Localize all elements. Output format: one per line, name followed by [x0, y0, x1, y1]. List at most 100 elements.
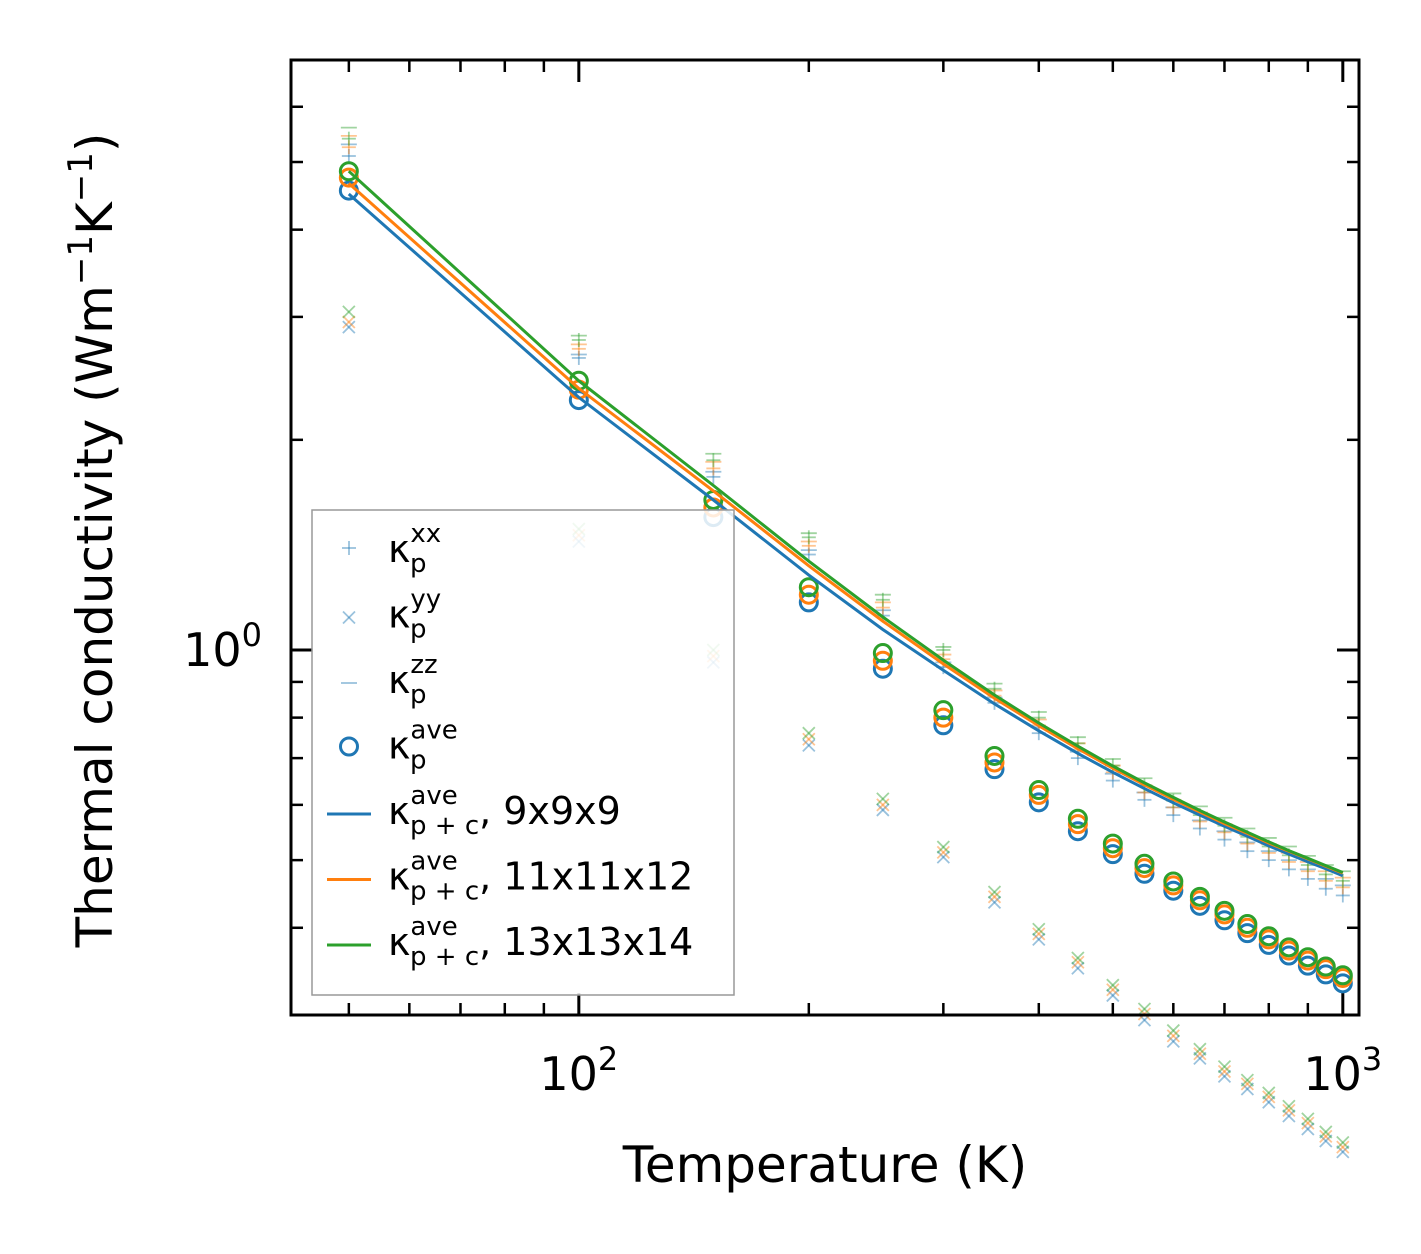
kappa-xx-point: [1240, 836, 1255, 851]
series-ave-9x9x9: [338, 180, 1353, 994]
legend-label-base: κ: [388, 789, 410, 833]
kappa-yy-point: [1319, 1134, 1333, 1148]
kappa-yy-point: [1193, 1047, 1207, 1061]
plot-area: [338, 126, 1353, 1159]
x-tick-label-exp: 3: [1362, 1040, 1382, 1078]
kappa-yy-point-b: [1106, 983, 1120, 997]
kappa-xx-point: [571, 332, 586, 347]
kappa-yy-point: [802, 726, 816, 740]
kappa-yy-point-b: [1301, 1112, 1315, 1126]
kappa-xx-point: [706, 453, 721, 468]
legend-label-sub: p + c: [410, 942, 479, 972]
kappa-yy-point-a: [1336, 1140, 1350, 1154]
legend-circle-icon: [339, 736, 359, 757]
kappa-ave-point: [1067, 808, 1088, 829]
kappa-yy-point-b: [1301, 1122, 1315, 1136]
kappa-yy-point-a: [876, 792, 890, 806]
kappa-yy-point-b: [802, 738, 816, 753]
kappa-yy-point-a: [1282, 1109, 1296, 1123]
kappa-yy-point-a: [1137, 1002, 1152, 1016]
kappa-yy-point: [1071, 961, 1085, 975]
kappa-yy-point-b: [1071, 955, 1085, 969]
kappa-yy-point-a: [1319, 1129, 1333, 1144]
kappa-yy-point-a: [1336, 1145, 1350, 1159]
kappa-yy-point-a: [1193, 1047, 1207, 1061]
kappa-yy-point-b: [1106, 978, 1120, 992]
kappa-ave-point: [1297, 947, 1318, 968]
kappa-ave-point: [1189, 895, 1210, 916]
kappa-xx-point: [706, 461, 721, 476]
kappa-yy-point: [342, 305, 356, 319]
kappa-ave-point: [1028, 792, 1049, 813]
kappa-yy-point: [1301, 1116, 1315, 1130]
kappa-yy-point: [1032, 932, 1046, 947]
kappa-xx-point: [1137, 792, 1152, 807]
kappa-ave-point: [933, 707, 954, 728]
kappa-yy-point-a: [342, 315, 356, 329]
kappa-ave-point: [1134, 853, 1155, 874]
kappa-yy-point-a: [1166, 1029, 1180, 1043]
legend-label: κave p + c, 11x11x12: [388, 847, 693, 907]
kappa-yy-point-b: [987, 890, 1002, 904]
kappa-yy-point-a: [1240, 1082, 1254, 1096]
legend-label-sub: p: [410, 549, 427, 579]
legend-entry: κxx p: [342, 519, 441, 579]
kappa-yy-point: [1319, 1125, 1333, 1139]
axes-frame: [289, 58, 1361, 1017]
legend-label-sub: p: [410, 615, 427, 645]
kappa-yy-point: [1217, 1064, 1232, 1079]
kappa-yy-point-b: [802, 732, 816, 746]
kappa-yy-point-a: [1106, 983, 1120, 997]
kappa-yy-point-b: [1240, 1082, 1254, 1096]
x-axis-label: Temperature (K): [622, 1136, 1027, 1194]
kappa-ave-point: [1237, 923, 1258, 944]
kappa-xx-point: [1192, 814, 1207, 829]
kappa-yy-point-b: [342, 315, 356, 329]
kappa-yy-point-b: [1166, 1023, 1180, 1038]
kappa-yy-point-a: [802, 732, 816, 746]
legend-label-sub: p: [410, 680, 427, 710]
kappa-yy-point: [1106, 983, 1120, 997]
legend-cross-icon-a: [342, 610, 356, 625]
legend-entry: κave p + c, 13x13x14: [327, 912, 693, 972]
legend-label-base: κ: [388, 920, 410, 964]
kappa-ave-point: [1332, 973, 1353, 994]
kappa-ave-point: [984, 745, 1005, 766]
legend-label: κxx p: [388, 519, 441, 579]
kappa-yy-point-b: [342, 320, 356, 334]
y-tick-label-exp: 0: [242, 616, 262, 654]
kappa-xx-point: [571, 341, 586, 356]
kappa-pc-line-13x13x14: [347, 170, 1344, 874]
kappa-yy-point-b: [1032, 927, 1046, 941]
kappa-yy-point-b: [1217, 1069, 1232, 1084]
kappa-yy-point-b: [1032, 932, 1046, 947]
kappa-yy-point: [1319, 1129, 1333, 1144]
kappa-yy-point-a: [876, 803, 890, 817]
kappa-yy-point: [1262, 1095, 1276, 1109]
kappa-ave-point: [933, 715, 954, 736]
kappa-yy-point: [1282, 1099, 1296, 1113]
kappa-yy-point-b: [1071, 961, 1085, 975]
kappa-ave-point: [1315, 956, 1336, 977]
kappa-yy-point: [1071, 955, 1085, 969]
kappa-yy-point-a: [1217, 1060, 1232, 1074]
legend-label-suffix: , 9x9x9: [479, 789, 621, 833]
kappa-yy-point-b: [1106, 988, 1120, 1003]
kappa-yy-point-b: [1336, 1145, 1350, 1159]
kappa-yy-point-a: [1217, 1069, 1232, 1084]
kappa-yy-point-a: [1282, 1103, 1296, 1118]
kappa-yy-point-a: [1193, 1051, 1207, 1066]
kappa-xx-point: [1261, 853, 1276, 868]
kappa-yy-point-a: [1336, 1135, 1350, 1150]
kappa-yy-point-a: [1282, 1099, 1296, 1113]
kappa-ave-point: [933, 700, 954, 721]
kappa-yy-point-b: [1032, 922, 1046, 936]
kappa-ave-point: [1102, 833, 1123, 854]
kappa-yy-point-a: [1301, 1122, 1315, 1136]
kappa-xx-point: [1192, 821, 1207, 836]
kappa-xx-point: [801, 530, 816, 545]
kappa-yy-point-b: [342, 305, 356, 319]
kappa-yy-point-a: [987, 885, 1002, 899]
kappa-xx-point: [1281, 862, 1296, 877]
